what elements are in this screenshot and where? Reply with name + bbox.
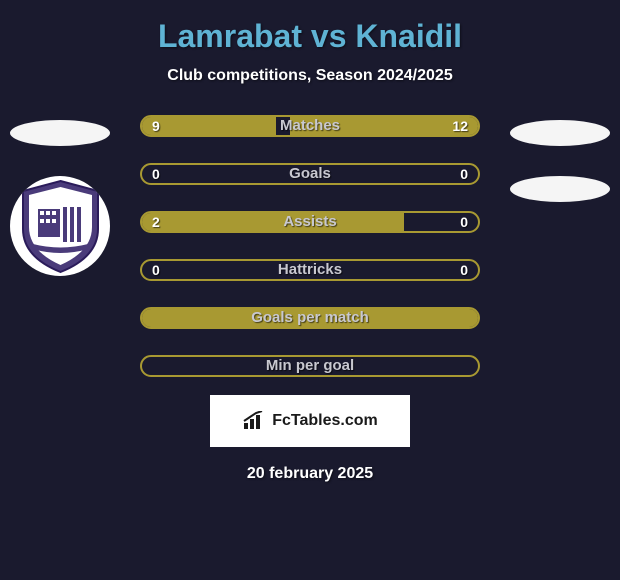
club-badge-right xyxy=(510,176,610,202)
stat-value-left: 0 xyxy=(152,165,160,183)
player-badge-left xyxy=(10,120,110,146)
stats-area: Matches912Goals00Assists20Hattricks00Goa… xyxy=(0,115,620,377)
footer-banner[interactable]: FcTables.com xyxy=(210,395,410,447)
stat-label: Min per goal xyxy=(142,357,478,375)
stat-row: Min per goal xyxy=(140,355,480,377)
stats-bars: Matches912Goals00Assists20Hattricks00Goa… xyxy=(120,115,500,377)
club-badge-left xyxy=(10,176,110,276)
stat-row: Goals per match xyxy=(140,307,480,329)
right-badges xyxy=(500,115,620,202)
page-title: Lamrabat vs Knaidil xyxy=(158,18,462,55)
stat-row: Matches912 xyxy=(140,115,480,137)
main-container: Lamrabat vs Knaidil Club competitions, S… xyxy=(0,0,620,493)
stat-value-left: 0 xyxy=(152,261,160,279)
left-badges xyxy=(0,115,120,276)
stat-row: Assists20 xyxy=(140,211,480,233)
footer-banner-text: FcTables.com xyxy=(272,412,378,430)
stat-fill-left xyxy=(142,213,404,231)
footer-date: 20 february 2025 xyxy=(247,465,373,483)
shield-icon xyxy=(18,179,103,274)
stat-value-right: 0 xyxy=(460,165,468,183)
stat-row: Goals0 0 xyxy=(140,163,480,185)
page-subtitle: Club competitions, Season 2024/2025 xyxy=(167,67,452,85)
stat-value-right: 0 xyxy=(460,261,468,279)
stat-fill-left xyxy=(142,117,276,135)
chart-icon xyxy=(242,411,266,431)
stat-fill-right xyxy=(290,117,478,135)
stat-label: Hattricks xyxy=(142,261,478,279)
stat-row: Hattricks0 0 xyxy=(140,259,480,281)
stat-value-right: 0 xyxy=(460,213,468,231)
player-badge-right xyxy=(510,120,610,146)
stat-fill-left xyxy=(142,309,478,327)
stat-label: Goals xyxy=(142,165,478,183)
